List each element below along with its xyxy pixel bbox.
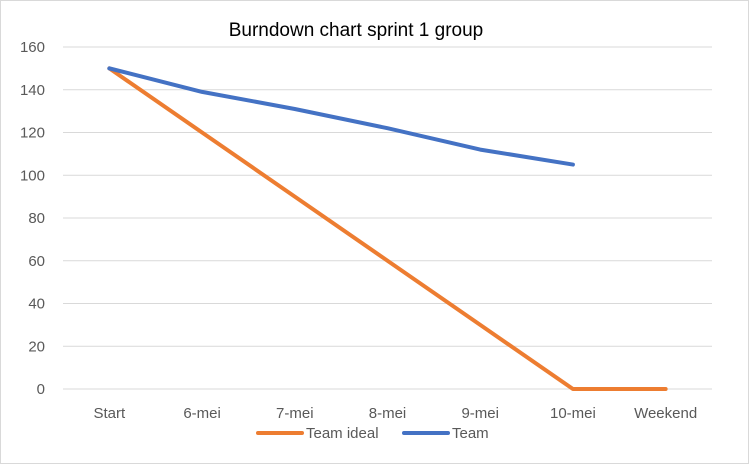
- y-tick-label: 60: [28, 253, 45, 270]
- y-tick-label: 160: [20, 39, 45, 56]
- x-tick-label: 9-mei: [461, 405, 499, 422]
- y-tick-label: 0: [37, 381, 45, 398]
- x-tick-label: Weekend: [634, 405, 697, 422]
- y-tick-label: 40: [28, 296, 45, 313]
- series-lines: [107, 66, 668, 391]
- series-line-team: [107, 66, 575, 167]
- y-tick-label: 100: [20, 167, 45, 184]
- legend-label: Team: [452, 425, 489, 442]
- y-tick-label: 140: [20, 82, 45, 99]
- x-axis-ticks: Start 6-mei 7-mei 8-mei 9-mei 10-mei Weekend: [94, 405, 698, 422]
- y-tick-label: 120: [20, 125, 45, 142]
- x-tick-label: 10-mei: [550, 405, 596, 422]
- x-tick-label: Start: [94, 405, 127, 422]
- x-tick-label: 8-mei: [369, 405, 407, 422]
- y-axis-ticks: 0 20 40 60 80 100 120 140 160: [20, 39, 45, 398]
- series-line-team-ideal: [107, 66, 668, 391]
- legend: Team ideal Team: [256, 425, 489, 442]
- legend-label: Team ideal: [306, 425, 379, 442]
- chart-title: Burndown chart sprint 1 group: [229, 20, 484, 41]
- x-tick-label: 6-mei: [183, 405, 221, 422]
- x-tick-label: 7-mei: [276, 405, 314, 422]
- y-tick-label: 20: [28, 338, 45, 355]
- gridlines: [63, 46, 712, 390]
- y-tick-label: 80: [28, 210, 45, 227]
